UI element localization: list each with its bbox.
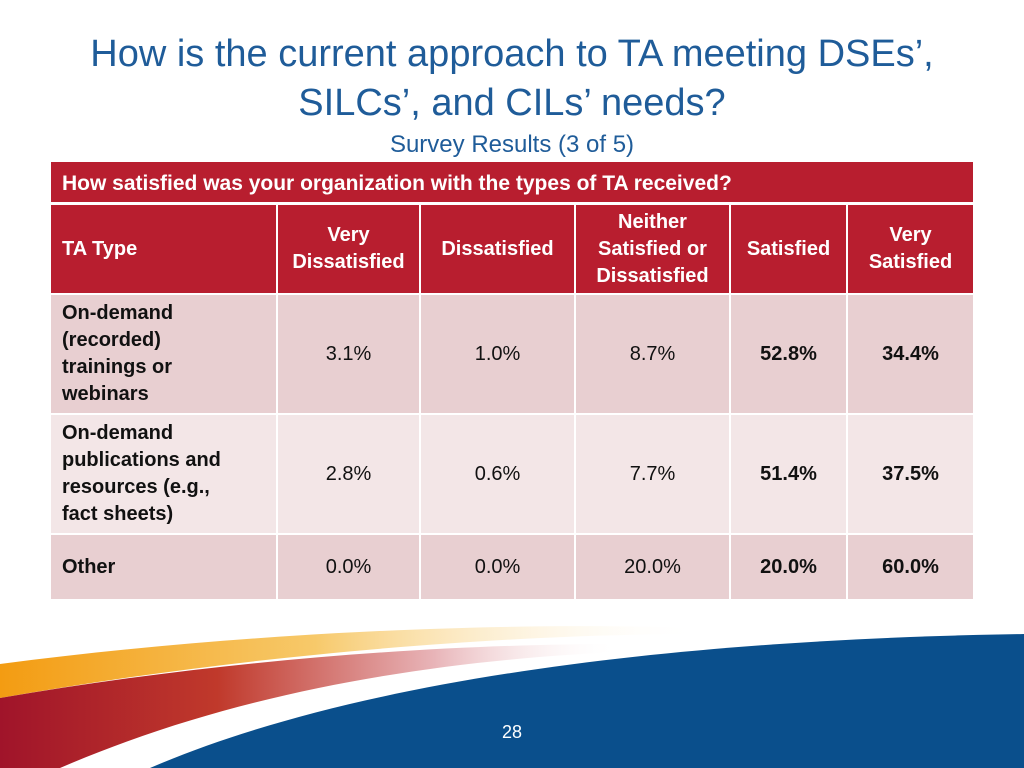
- header-line: Dissatisfied: [596, 264, 709, 287]
- table-row: Other 0.0% 0.0% 20.0% 20.0% 60.0%: [51, 533, 973, 599]
- header-very-satisfied: Very Satisfied: [847, 205, 973, 294]
- slide-title-block: How is the current approach to TA meetin…: [0, 30, 1024, 160]
- header-line: Satisfied or: [598, 237, 707, 260]
- header-dissatisfied: Dissatisfied: [420, 205, 576, 294]
- cell-very-satisfied: 60.0%: [847, 533, 973, 599]
- header-ta-type: TA Type: [51, 205, 278, 294]
- table-row: On-demand publications and resources (e.…: [51, 413, 973, 534]
- swoosh-orange-band: [0, 626, 700, 698]
- cell-dissatisfied: 1.0%: [420, 293, 576, 414]
- header-neither: Neither Satisfied or Dissatisfied: [575, 205, 731, 294]
- header-line: Very: [889, 224, 932, 246]
- cell-neither: 7.7%: [575, 413, 731, 534]
- survey-question-bar: How satisfied was your organization with…: [51, 162, 973, 202]
- cell-very-dissatisfied: 2.8%: [277, 413, 421, 534]
- header-line: Dissatisfied: [441, 237, 554, 260]
- cell-very-satisfied: 37.5%: [847, 413, 973, 534]
- header-line: Neither: [618, 210, 687, 233]
- cell-dissatisfied: 0.0%: [420, 533, 576, 599]
- table-row: On-demand (recorded) trainings or webina…: [51, 293, 973, 414]
- header-line: Satisfied: [868, 251, 953, 273]
- cell-neither: 20.0%: [575, 533, 731, 599]
- header-line: Dissatisfied: [292, 251, 405, 273]
- row-label-publications: On-demand publications and resources (e.…: [51, 413, 278, 534]
- footer-swoosh-graphic: [0, 626, 1024, 768]
- slide-subtitle: Survey Results (3 of 5): [389, 131, 635, 158]
- header-line: Satisfied: [746, 237, 831, 260]
- cell-dissatisfied: 0.6%: [420, 413, 576, 534]
- cell-satisfied: 52.8%: [730, 293, 848, 414]
- cell-satisfied: 51.4%: [730, 413, 848, 534]
- header-very-dissatisfied: Very Dissatisfied: [277, 205, 421, 294]
- cell-very-satisfied: 34.4%: [847, 293, 973, 414]
- row-label-other: Other: [51, 533, 278, 599]
- table-header-row: TA Type Very Dissatisfied Dissatisfied N…: [51, 205, 973, 294]
- slide-title-line-2: SILCs’, and CILs’ needs?: [298, 82, 726, 124]
- row-label-line: publications and: [62, 449, 221, 471]
- header-satisfied: Satisfied: [730, 205, 848, 294]
- cell-neither: 8.7%: [575, 293, 731, 414]
- row-label-line: Other: [62, 555, 116, 578]
- slide-title-line-1: How is the current approach to TA meetin…: [90, 33, 934, 75]
- row-label-recorded-trainings: On-demand (recorded) trainings or webina…: [51, 293, 278, 414]
- row-label-line: (recorded): [62, 329, 161, 351]
- row-label-line: resources (e.g.,: [62, 476, 210, 498]
- swoosh-blue-band: [150, 634, 1024, 768]
- cell-very-dissatisfied: 0.0%: [277, 533, 421, 599]
- row-label-line: fact sheets): [62, 503, 174, 525]
- header-line: TA Type: [62, 237, 138, 260]
- row-label-line: On-demand: [62, 422, 174, 444]
- swoosh-red-band: [0, 644, 620, 768]
- row-label-line: webinars: [62, 383, 149, 405]
- cell-satisfied: 20.0%: [730, 533, 848, 599]
- header-line: Very: [327, 224, 370, 246]
- satisfaction-table: TA Type Very Dissatisfied Dissatisfied N…: [51, 205, 973, 599]
- row-label-line: trainings or: [62, 356, 173, 378]
- row-label-line: On-demand: [62, 302, 174, 324]
- page-number: 28: [501, 722, 523, 742]
- cell-very-dissatisfied: 3.1%: [277, 293, 421, 414]
